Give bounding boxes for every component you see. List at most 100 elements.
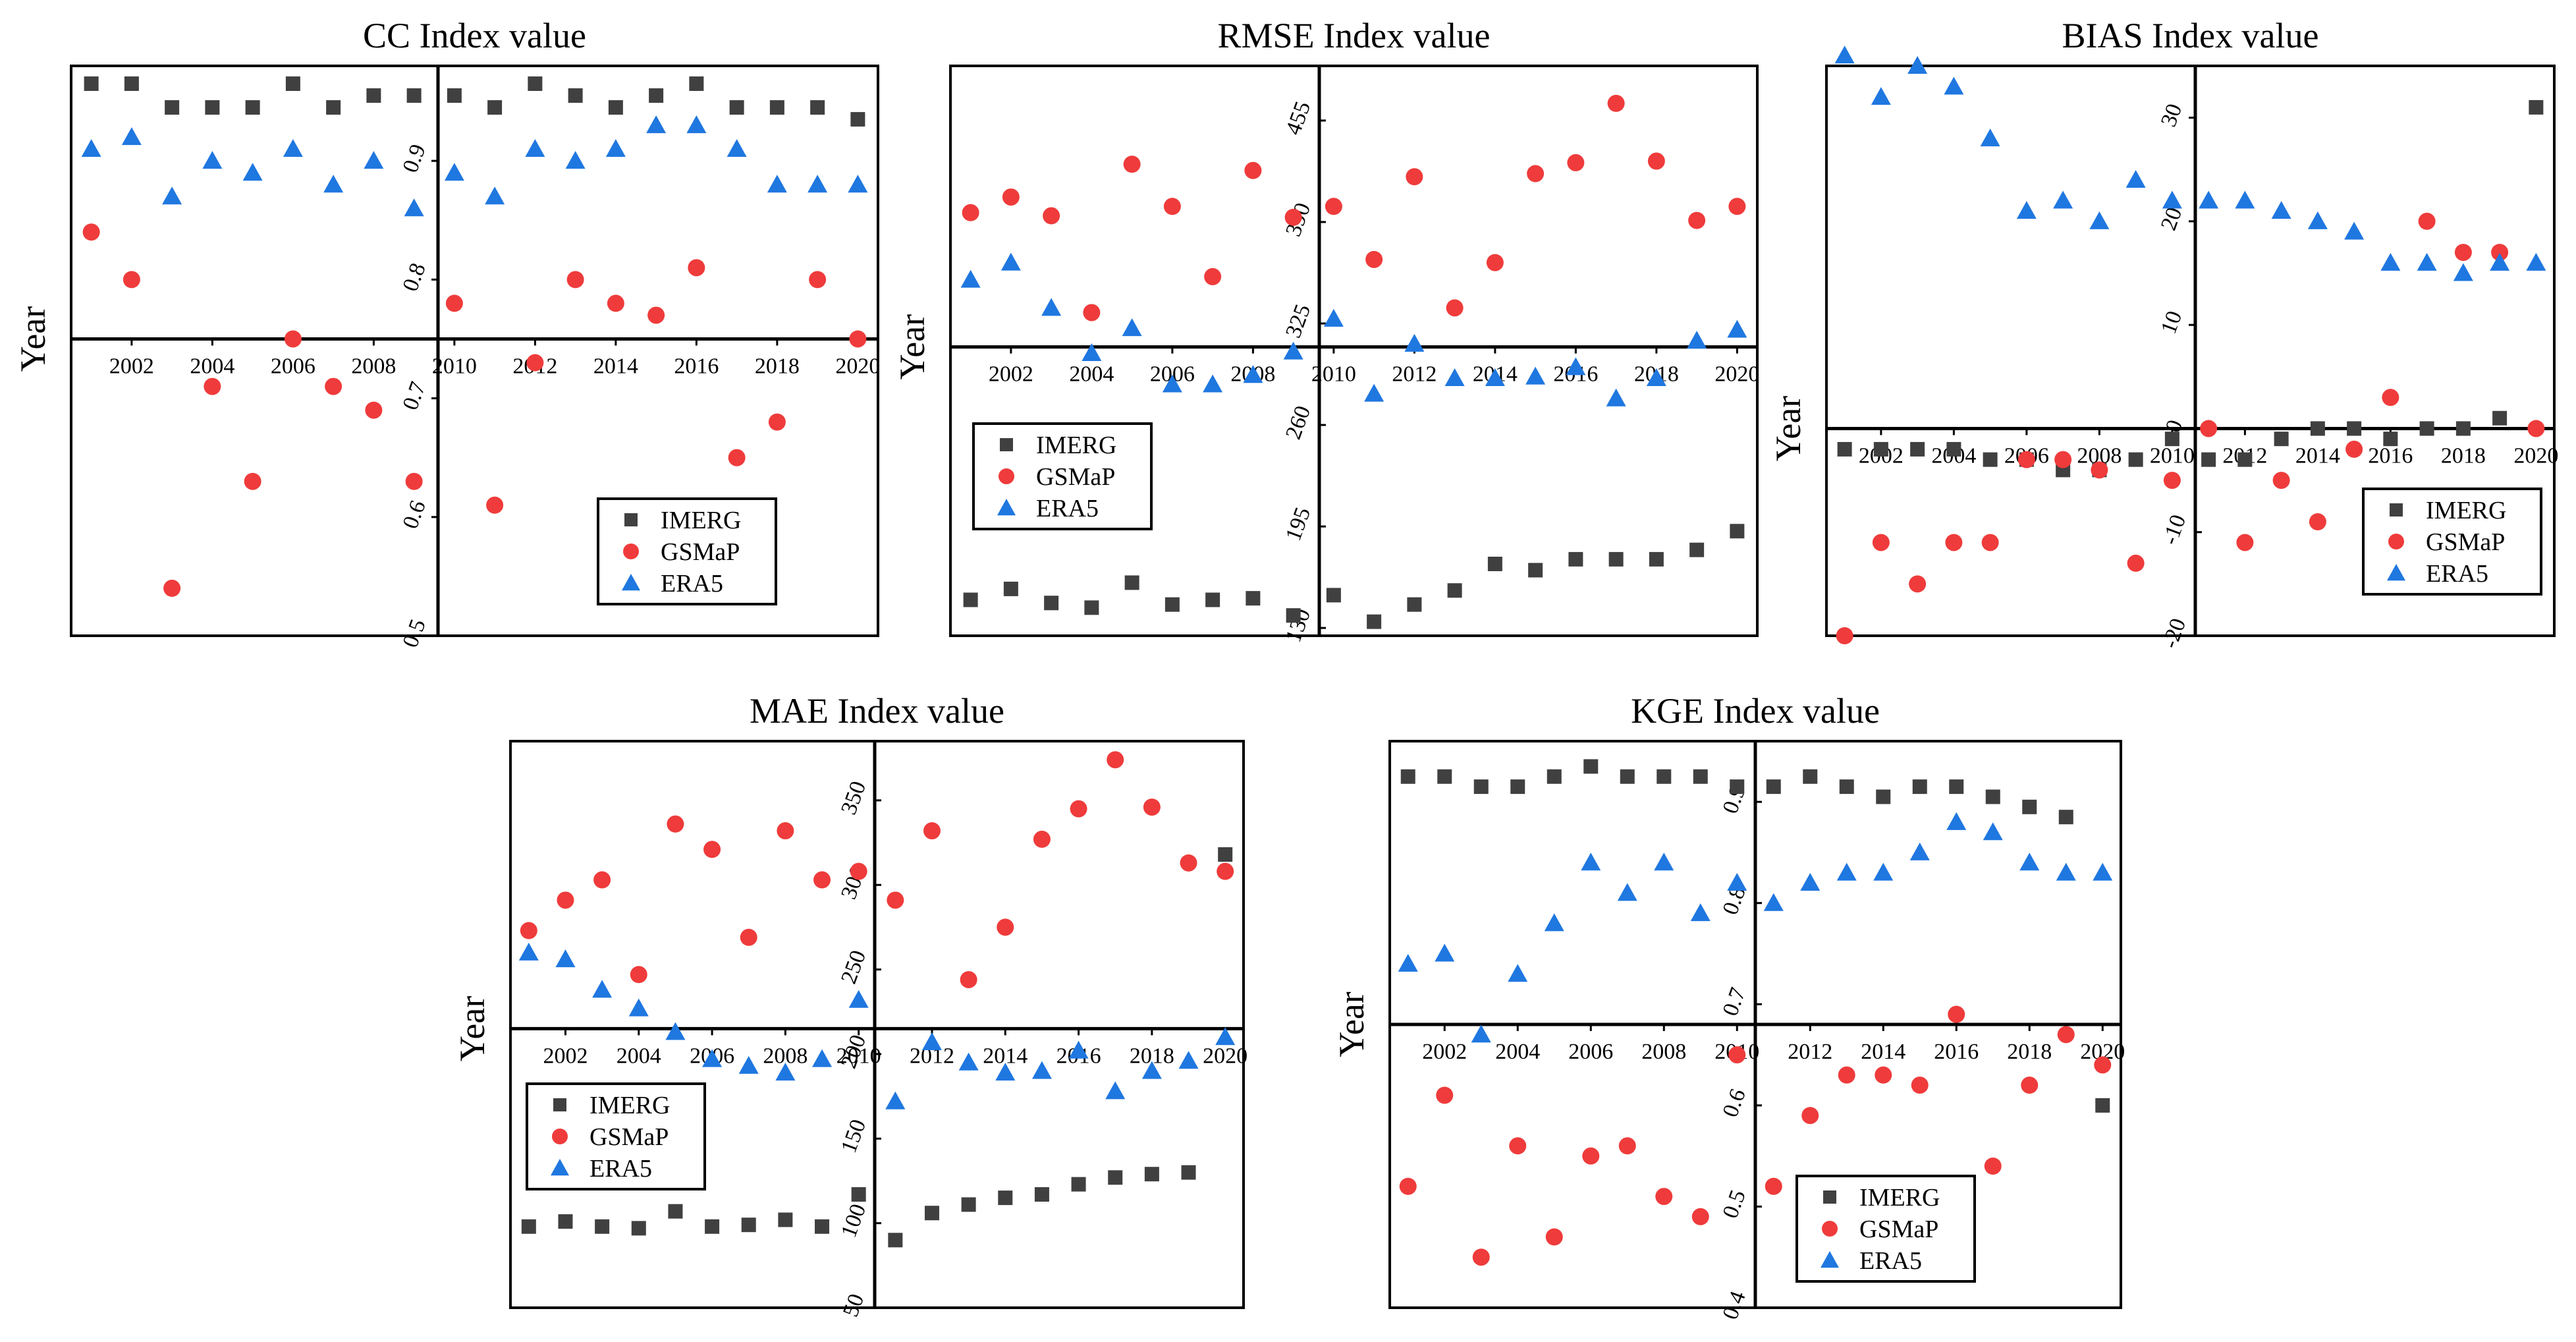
y-tick-label: 325 [1281, 301, 1315, 341]
imerg-point [1071, 1177, 1086, 1192]
era5-point [364, 151, 384, 169]
era5-point [1178, 1051, 1199, 1069]
era5-point [2490, 252, 2510, 271]
gsmap-point [2094, 1056, 2112, 1074]
gsmap-point [1365, 250, 1383, 268]
legend-label-era5: ERA5 [589, 1155, 652, 1183]
imerg-point [245, 100, 260, 115]
legend: IMERG GSMaP ERA5 [2362, 488, 2542, 596]
legend-marker-gsmap [1822, 1221, 1838, 1237]
y-tick-label: 0.5 [398, 616, 430, 651]
imerg-point [2347, 421, 2362, 436]
gsmap-point [163, 579, 181, 597]
imerg-point [1447, 583, 1462, 598]
era5-point [283, 139, 303, 157]
imerg-point [815, 1219, 830, 1234]
era5-point [2162, 190, 2182, 209]
x-tick-label: 2020 [835, 354, 880, 378]
legend-marker-era5 [997, 499, 1016, 516]
era5-point [2053, 190, 2073, 209]
y-tick-label: -10 [2158, 512, 2191, 548]
era5-point [1485, 368, 1505, 386]
y-tick-label: 250 [836, 947, 871, 988]
x-axis-label: Year [13, 306, 53, 372]
legend-label-imerg: IMERG [589, 1092, 670, 1119]
x-tick-label: 2010 [1311, 362, 1356, 387]
legend-marker-era5 [551, 1159, 569, 1176]
legend-marker-imerg [624, 513, 638, 526]
era5-point [2526, 252, 2546, 271]
gsmap-point [1801, 1107, 1819, 1125]
gsmap-point [1838, 1066, 1855, 1084]
imerg-point [528, 76, 543, 92]
imerg-point [649, 88, 664, 103]
era5-point [2307, 211, 2328, 229]
y-tick-label: 0.8 [398, 260, 430, 294]
imerg-point [326, 100, 341, 115]
x-tick-label: 2014 [1861, 1040, 1905, 1064]
gsmap-point [244, 472, 261, 490]
gsmap-point [1688, 211, 1706, 229]
legend: IMERG GSMaP ERA5 [526, 1082, 706, 1190]
gsmap-point [849, 330, 867, 348]
gsmap-point [1647, 152, 1665, 170]
gsmap-point [1107, 751, 1124, 769]
era5-point [1907, 56, 1928, 74]
era5-point [960, 269, 981, 288]
gsmap-point [1836, 627, 1853, 644]
imerg-point [2310, 421, 2325, 436]
era5-point [404, 198, 424, 217]
x-axis-label: Year [452, 996, 492, 1062]
gsmap-point [1582, 1147, 1600, 1165]
era5-point [2235, 190, 2255, 209]
legend-marker-imerg [553, 1098, 566, 1111]
x-tick-label: 2020 [2513, 443, 2558, 468]
imerg-point [1568, 551, 1583, 567]
x-tick-label: 2004 [190, 354, 234, 378]
imerg-point [84, 76, 99, 92]
gsmap-point [962, 204, 979, 221]
era5-point [1283, 341, 1303, 360]
chart-title: BIAS Index value [2062, 16, 2319, 55]
era5-point [2019, 853, 2040, 871]
legend: IMERG GSMaP ERA5 [597, 497, 777, 605]
imerg-point [1510, 779, 1525, 795]
era5-point [726, 139, 747, 157]
era5-point [1323, 308, 1344, 327]
era5-point [1508, 964, 1528, 982]
legend-marker-era5 [622, 574, 640, 591]
chart-title: KGE Index value [1631, 691, 1880, 731]
era5-point [81, 139, 101, 157]
x-tick-label: 2016 [1934, 1040, 1979, 1064]
gsmap-point [607, 294, 624, 312]
era5-point [1471, 1024, 1491, 1043]
y-tick-label: 0.6 [398, 497, 430, 532]
imerg-point [1608, 551, 1624, 567]
imerg-point [1205, 592, 1220, 607]
gsmap-point [1509, 1137, 1527, 1155]
x-tick-label: 2020 [1714, 362, 1759, 387]
era5-point [1105, 1081, 1126, 1100]
gsmap-point [204, 377, 221, 395]
era5-point [1203, 374, 1223, 393]
era5-point [555, 949, 576, 968]
x-tick-label: 2012 [1788, 1040, 1832, 1064]
imerg-point [2128, 452, 2143, 467]
era5-point [1566, 357, 1586, 376]
era5-point [1215, 1027, 1236, 1046]
era5-point [1646, 368, 1666, 386]
series-imerg [521, 847, 1233, 1248]
era5-point [1435, 943, 1455, 962]
x-axis-label: Year [1768, 396, 1808, 462]
gsmap-point [813, 871, 831, 889]
gsmap-point [1527, 165, 1545, 182]
chart-cc: CC Index value Year 2002 2004 2006 2008 2010 20… [13, 16, 880, 651]
y-tick-label: 0.7 [398, 379, 430, 414]
x-axis-label: Year [892, 314, 932, 380]
gsmap-point [1163, 198, 1181, 215]
y-tick-label: 350 [836, 778, 871, 818]
plot-frame [70, 65, 879, 637]
legend-label-gsmap: GSMaP [1859, 1216, 1938, 1243]
imerg-point [1876, 789, 1891, 804]
